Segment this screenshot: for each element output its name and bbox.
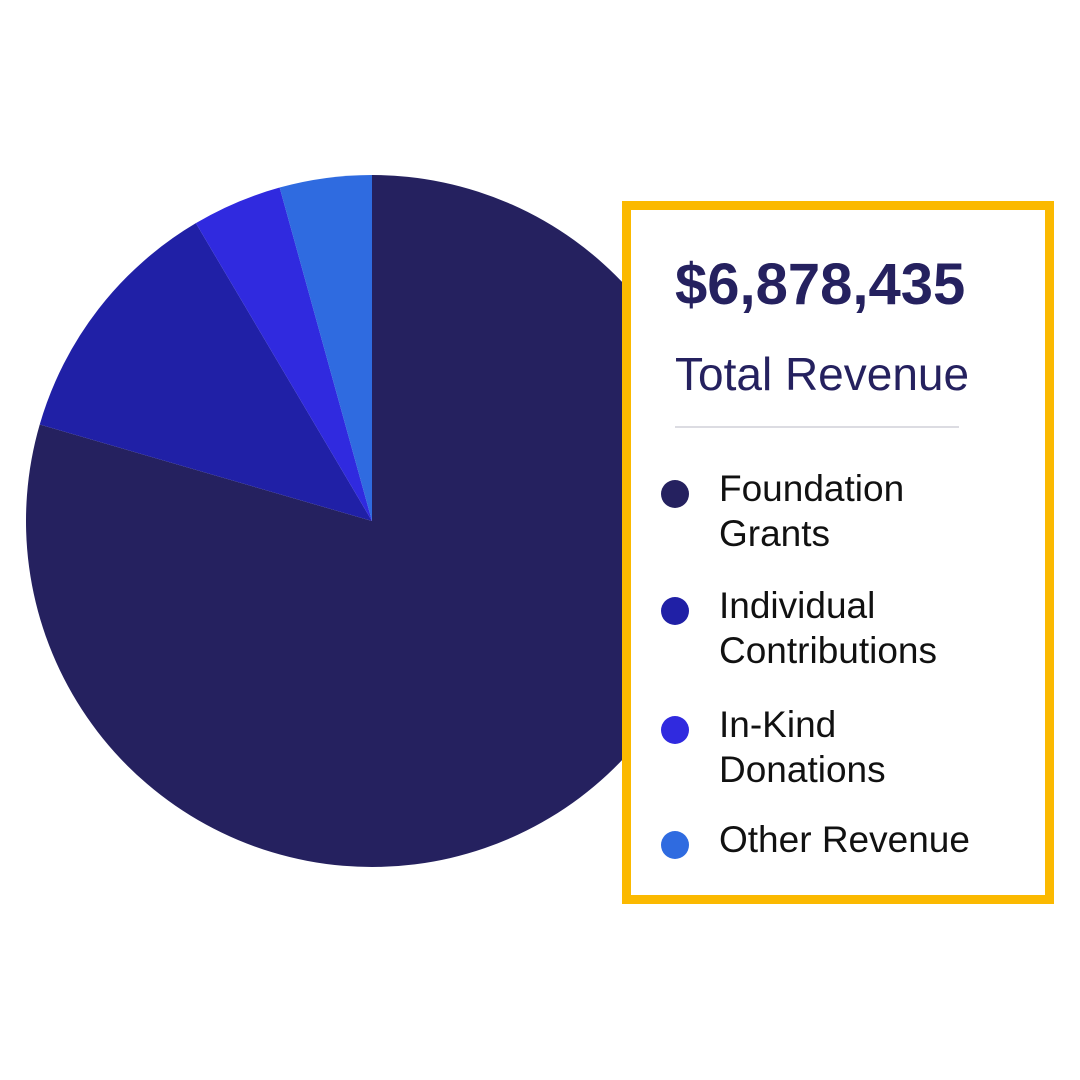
pie-slices — [26, 175, 719, 867]
legend-label-line: Foundation — [719, 468, 905, 509]
legend-label-line: Individual — [719, 585, 876, 626]
total-revenue-label: Total Revenue — [675, 348, 970, 400]
total-revenue-amount: $6,878,435 — [675, 252, 966, 317]
pie-slice-individual-contributions — [39, 223, 373, 521]
legend-swatch-other-revenue — [661, 831, 689, 859]
pie-slice-foundation-grants — [26, 175, 719, 867]
legend-label-line: In-Kind — [719, 704, 837, 745]
revenue-summary-panel: $6,878,435 Total Revenue Foundation Gran… — [622, 201, 1054, 904]
legend-divider — [675, 426, 959, 428]
legend-label-individual-contributions: Individual Contributions — [719, 583, 1019, 673]
legend-label-line: Contributions — [719, 630, 938, 671]
legend-swatch-in-kind-donations — [661, 716, 689, 744]
legend-swatch-individual-contributions — [661, 597, 689, 625]
legend-label-foundation-grants: Foundation Grants — [719, 466, 1019, 556]
legend-label-line: Grants — [719, 513, 831, 554]
legend-label-line: Other Revenue — [719, 819, 970, 860]
legend-label-other-revenue: Other Revenue — [719, 817, 1019, 862]
legend-swatch-foundation-grants — [661, 480, 689, 508]
legend-label-line: Donations — [719, 749, 886, 790]
pie-slice-in-kind-donations — [195, 187, 372, 522]
legend-label-in-kind-donations: In-Kind Donations — [719, 702, 1019, 792]
pie-slice-other-revenue — [279, 175, 372, 521]
